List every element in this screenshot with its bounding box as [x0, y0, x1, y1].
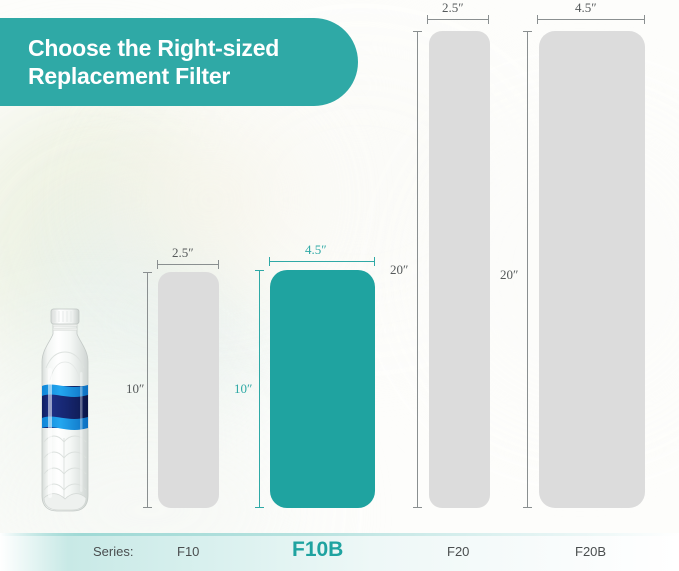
filter-body-f20	[429, 31, 490, 508]
f20b-height-label: 20″	[500, 267, 519, 282]
f10b-width-dimension-line	[269, 257, 375, 266]
filter-body-f10b	[270, 270, 375, 508]
f20b-width-dimension-line	[537, 15, 645, 24]
water-bottle-image	[28, 306, 102, 514]
filter-body-f10	[158, 272, 219, 508]
series-name-f20: F20	[447, 544, 470, 559]
f20b-width-label: 4.5″	[575, 0, 597, 15]
filter-body-f20b	[539, 31, 645, 508]
header-title-line-1: Choose the Right-sized	[28, 35, 280, 61]
f10b-height-label: 10″	[234, 381, 253, 396]
f20b-height-dimension-line	[523, 31, 532, 508]
f10-width-dimension-line	[157, 260, 219, 269]
series-name-f10: F10	[177, 544, 200, 559]
f10-height-dimension-line	[143, 272, 152, 508]
f20-height-dimension-line	[413, 31, 422, 508]
f20-width-dimension-line	[427, 15, 489, 24]
f20-height-label: 20″	[390, 262, 409, 277]
f20-width-label: 2.5″	[442, 0, 464, 15]
header-banner: Choose the Right-sized Replacement Filte…	[0, 18, 358, 106]
background-blur-shape	[120, 120, 300, 280]
header-title-line-2: Replacement Filter	[28, 63, 231, 89]
f10-width-label: 2.5″	[172, 245, 194, 260]
series-name-f10b: F10B	[292, 538, 344, 561]
f10b-width-label: 4.5″	[305, 242, 327, 257]
f10b-height-dimension-line	[255, 270, 264, 508]
series-bar: Series: F10 F10B F20 F20B	[0, 533, 679, 571]
series-name-f20b: F20B	[575, 544, 607, 559]
f10-height-label: 10″	[126, 381, 145, 396]
series-row-label: Series:	[93, 544, 134, 559]
